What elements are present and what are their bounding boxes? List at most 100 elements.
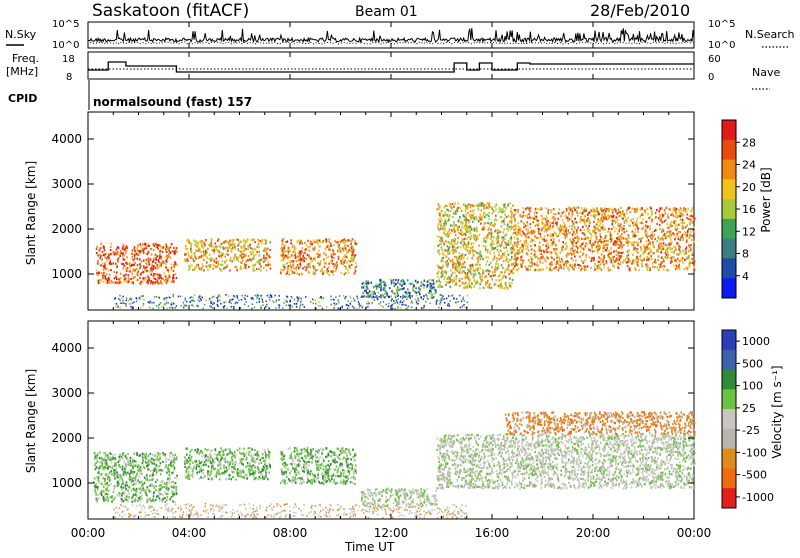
data-cell bbox=[612, 220, 614, 222]
data-cell bbox=[346, 252, 348, 254]
data-cell bbox=[672, 256, 674, 258]
data-cell bbox=[485, 222, 487, 224]
data-cell bbox=[123, 258, 125, 260]
data-cell bbox=[514, 265, 516, 267]
data-cell bbox=[581, 207, 583, 209]
data-cell bbox=[607, 267, 609, 269]
data-cell bbox=[538, 232, 540, 234]
data-cell bbox=[165, 260, 167, 262]
data-cell bbox=[618, 252, 620, 254]
data-cell bbox=[451, 275, 453, 277]
data-cell bbox=[616, 257, 618, 259]
data-cell bbox=[245, 267, 247, 269]
data-cell bbox=[110, 253, 112, 255]
data-cell bbox=[440, 243, 442, 245]
data-cell bbox=[485, 214, 487, 216]
data-cell bbox=[503, 231, 505, 233]
data-cell bbox=[118, 483, 120, 485]
data-cell bbox=[549, 263, 551, 265]
data-cell bbox=[520, 229, 522, 231]
data-cell bbox=[159, 266, 161, 268]
data-cell bbox=[183, 307, 184, 309]
data-cell bbox=[172, 490, 174, 492]
data-cell bbox=[402, 304, 403, 306]
data-cell bbox=[99, 257, 101, 259]
data-cell bbox=[156, 455, 158, 457]
data-cell bbox=[216, 258, 218, 260]
data-cell bbox=[487, 251, 489, 253]
data-cell bbox=[544, 258, 546, 260]
data-cell bbox=[593, 257, 595, 259]
data-cell bbox=[636, 220, 638, 222]
data-cell bbox=[687, 213, 689, 215]
data-cell bbox=[352, 306, 353, 308]
data-cell bbox=[591, 257, 593, 259]
data-cell bbox=[216, 297, 217, 299]
data-cell bbox=[416, 303, 417, 305]
data-cell bbox=[636, 258, 638, 260]
data-cell bbox=[330, 245, 332, 247]
data-cell bbox=[582, 262, 584, 264]
data-cell bbox=[146, 259, 148, 261]
data-cell bbox=[473, 286, 475, 288]
data-cell bbox=[615, 259, 617, 261]
data-cell bbox=[284, 256, 286, 258]
data-cell bbox=[230, 306, 231, 308]
data-cell bbox=[159, 465, 161, 467]
data-cell bbox=[260, 265, 262, 267]
data-cell bbox=[459, 295, 460, 297]
data-cell bbox=[674, 238, 676, 240]
data-cell bbox=[245, 248, 247, 250]
data-cell bbox=[254, 264, 256, 266]
data-cell bbox=[637, 252, 639, 254]
data-cell bbox=[478, 272, 480, 274]
data-cell bbox=[537, 264, 539, 266]
data-cell bbox=[400, 288, 402, 290]
data-cell bbox=[190, 248, 192, 250]
data-cell bbox=[146, 263, 148, 265]
data-cell bbox=[517, 229, 519, 231]
data-cell bbox=[511, 226, 513, 228]
data-cell bbox=[614, 261, 616, 263]
data-cell bbox=[317, 262, 319, 264]
data-cell bbox=[188, 269, 190, 271]
data-cell bbox=[449, 228, 451, 230]
data-cell bbox=[655, 212, 657, 214]
data-cell bbox=[103, 281, 105, 283]
data-cell bbox=[647, 269, 649, 271]
data-cell bbox=[564, 262, 566, 264]
data-cell bbox=[512, 279, 514, 281]
data-cell bbox=[644, 251, 646, 253]
data-cell bbox=[233, 306, 234, 308]
data-cell bbox=[153, 249, 155, 251]
data-cell bbox=[157, 244, 159, 246]
data-cell bbox=[252, 265, 254, 267]
data-cell bbox=[594, 241, 596, 243]
data-cell bbox=[438, 208, 440, 210]
data-cell bbox=[451, 249, 453, 251]
data-cell bbox=[606, 236, 608, 238]
data-cell bbox=[602, 250, 604, 252]
data-cell bbox=[479, 287, 481, 289]
data-cell bbox=[459, 280, 461, 282]
data-cell bbox=[458, 226, 460, 228]
data-cell bbox=[450, 300, 451, 302]
data-cell bbox=[410, 297, 411, 299]
data-cell bbox=[347, 308, 348, 310]
data-cell bbox=[446, 298, 447, 300]
data-cell bbox=[304, 242, 306, 244]
data-cell bbox=[487, 202, 489, 204]
data-cell bbox=[130, 298, 131, 300]
data-cell bbox=[278, 304, 279, 306]
data-cell bbox=[467, 249, 469, 251]
data-cell bbox=[447, 245, 449, 247]
data-cell bbox=[428, 292, 430, 294]
data-cell bbox=[224, 262, 226, 264]
data-cell bbox=[252, 303, 253, 305]
data-cell bbox=[650, 255, 652, 257]
data-cell bbox=[212, 297, 213, 299]
data-cell bbox=[108, 278, 110, 280]
data-cell bbox=[260, 269, 262, 271]
data-cell bbox=[224, 302, 225, 304]
data-cell bbox=[620, 257, 622, 259]
